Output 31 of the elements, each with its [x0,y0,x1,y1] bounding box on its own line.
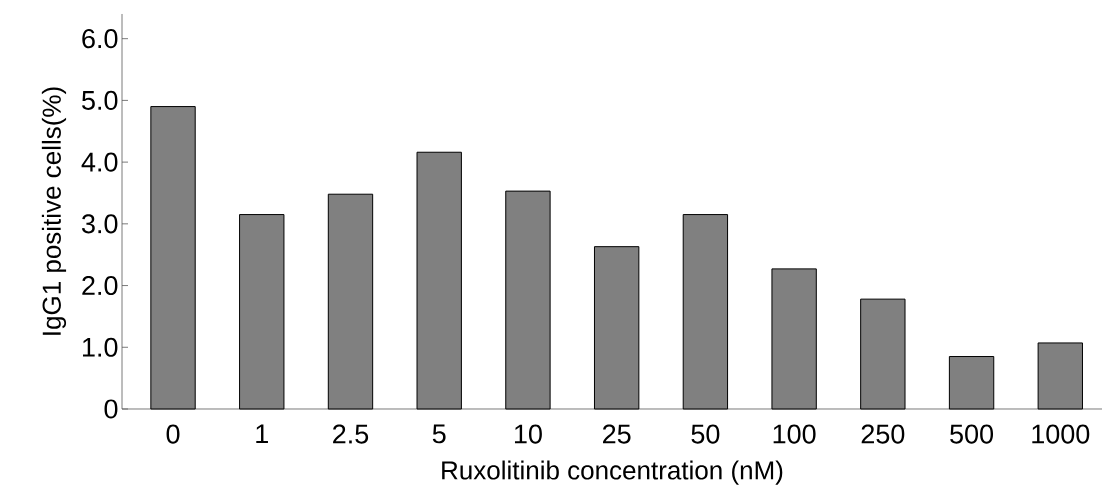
y-axis-title: IgG1 positive cells(%) [41,87,67,335]
bar [1037,342,1083,410]
x-tick-label: 1000 [1032,424,1090,444]
y-tick-label: 0 [104,399,118,419]
bar [860,298,906,410]
bar [150,106,196,410]
x-tick-label: 5 [432,424,446,444]
x-tick-label: 10 [514,424,542,444]
x-tick-label: 500 [950,424,994,444]
x-tick-label: 100 [773,424,816,444]
y-tick-label: 1.0 [83,337,118,357]
bar [239,214,285,410]
x-tick-label: 1 [256,424,268,444]
bar [771,268,817,410]
y-tick-label: 2.0 [82,275,118,296]
bar [505,190,551,410]
x-tick-label: 2.5 [333,424,369,444]
bar [416,151,462,410]
bar [948,356,995,410]
y-tick-label: 3.0 [81,214,118,234]
bar [327,193,374,410]
bar [593,246,640,410]
y-tick-label: 6.0 [82,29,118,49]
x-tick-label: 0 [166,424,180,444]
bar [682,214,729,410]
x-tick-label: 50 [691,424,720,444]
y-tick-label: 5.0 [82,90,118,110]
x-tick-label: 25 [603,424,631,444]
y-tick-label: 4.0 [81,152,118,172]
x-axis-title: Ruxolitinib concentration (nM) [442,460,783,485]
x-tick-label: 250 [861,424,905,444]
